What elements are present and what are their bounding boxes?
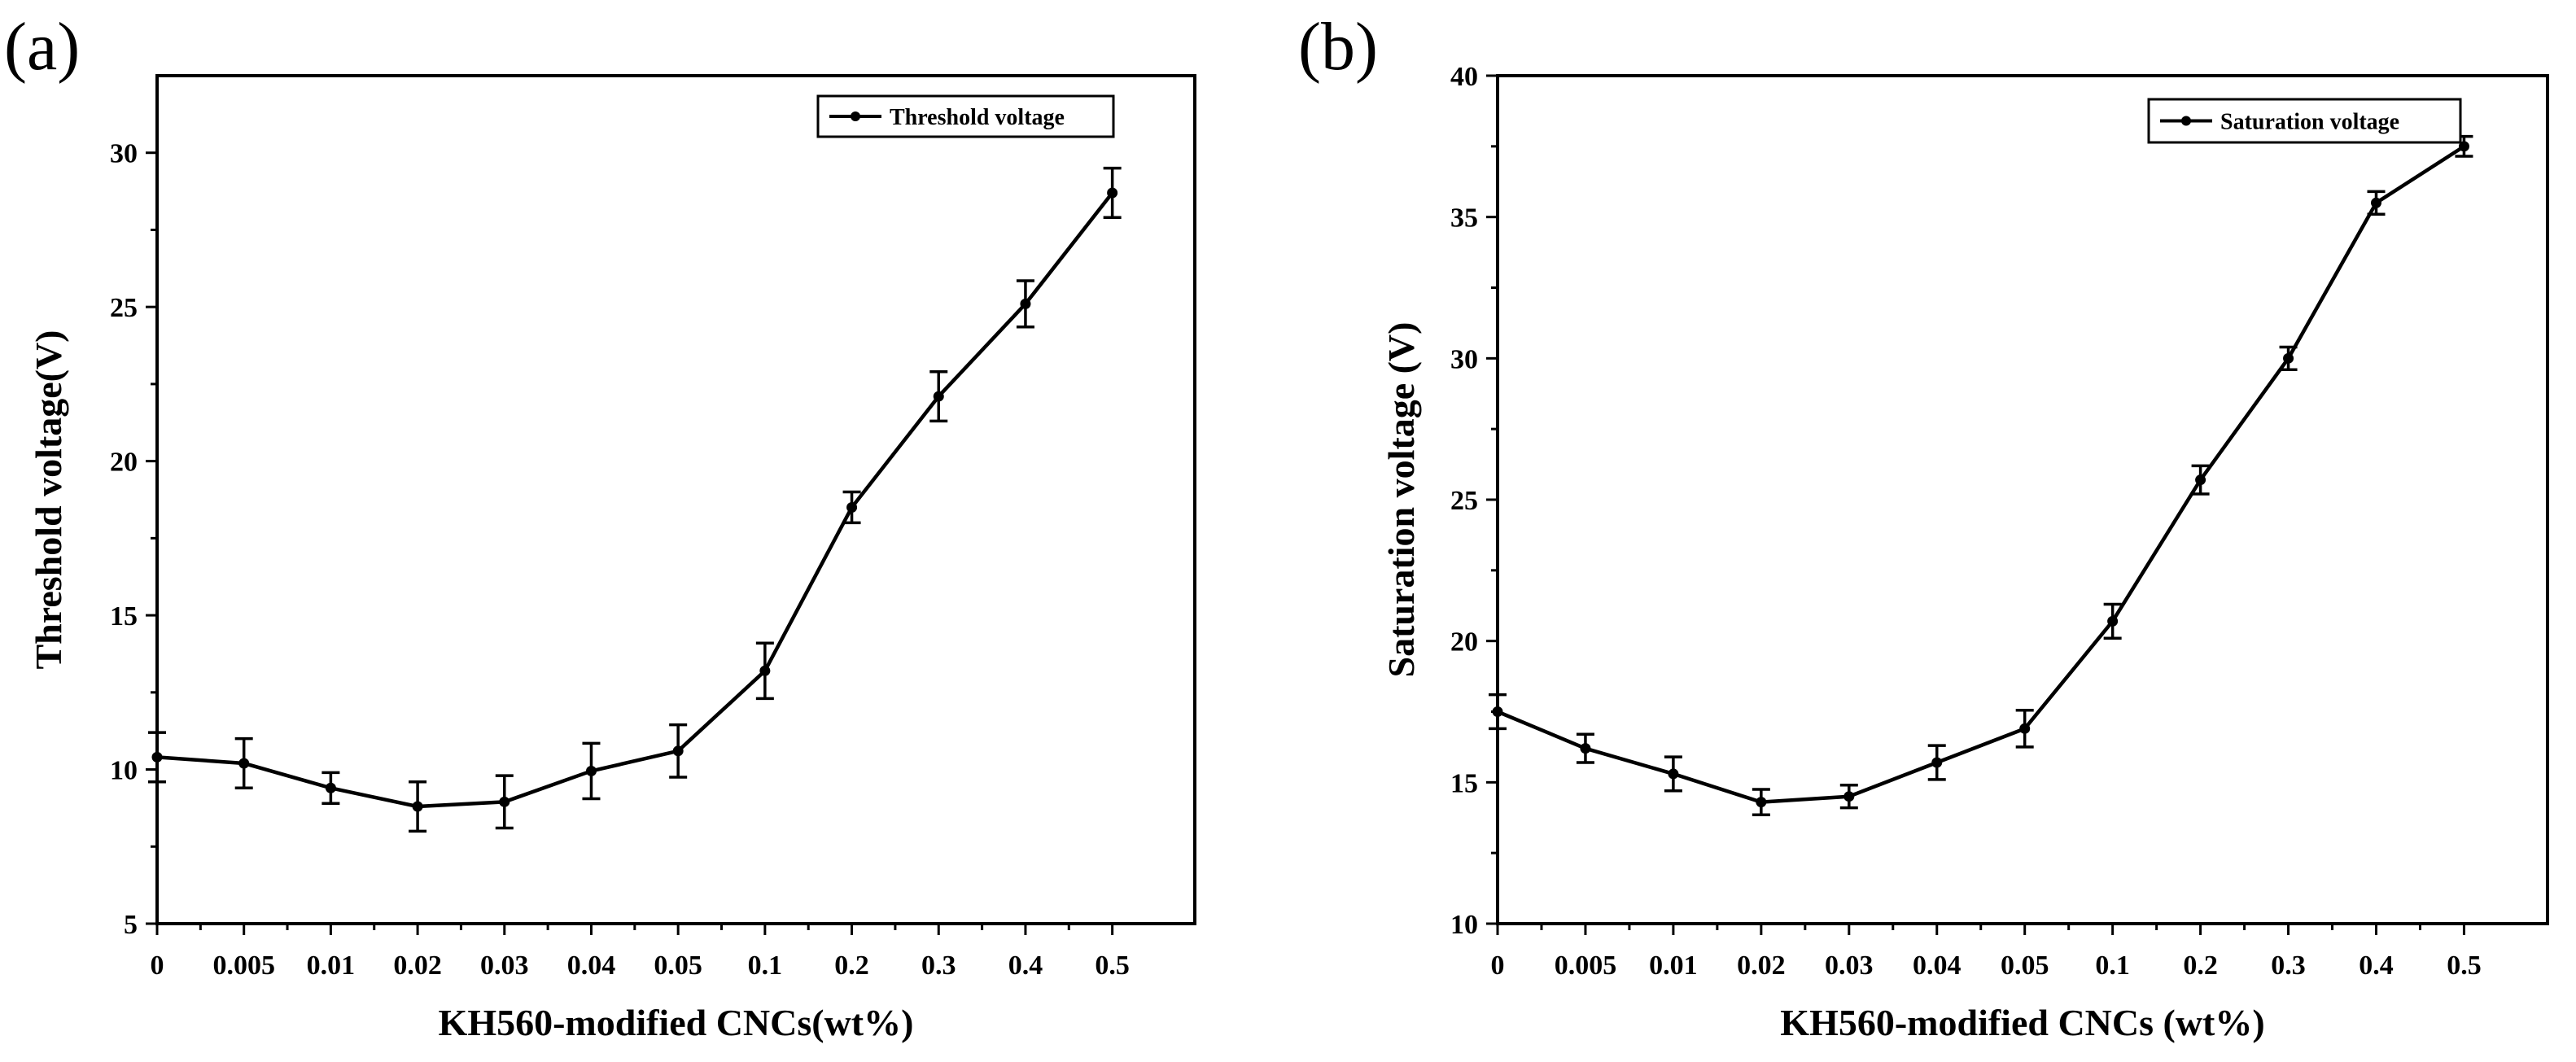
data-point [499,796,510,807]
x-tick-label: 0.3 [921,951,956,981]
legend-marker [2181,116,2191,126]
data-point [2107,615,2119,627]
y-tick-label: 20 [1450,627,1478,658]
x-tick-label: 0.5 [2447,951,2482,981]
y-axis-label: Saturation voltage (V) [1380,322,1422,678]
y-tick-label: 15 [110,601,138,632]
data-point [1580,743,1591,754]
x-tick-label: 0.01 [1649,951,1698,981]
y-tick-label: 10 [110,756,138,786]
x-tick-label: 0.03 [1825,951,1874,981]
data-point [2458,141,2469,152]
y-tick-label: 40 [1450,62,1478,92]
data-point [412,801,423,812]
series-line [1497,144,2465,804]
x-tick-label: 0.05 [654,951,702,981]
x-tick-label: 0.04 [1913,951,1962,981]
x-tick-label: 0.01 [307,951,356,981]
y-tick-label: 30 [1450,344,1478,374]
y-tick-label: 20 [110,448,138,478]
x-tick-label: 0.005 [212,951,275,981]
data-point [1492,706,1503,717]
data-point [1756,797,1767,808]
legend-label: Threshold voltage [890,105,1065,130]
y-tick-label: 35 [1450,203,1478,234]
x-tick-label: 0.03 [480,951,529,981]
series-line [156,191,1114,809]
x-tick-label: 0.5 [1095,951,1130,981]
data-point [2370,197,2381,208]
y-tick-label: 5 [124,910,138,940]
plot-frame [155,74,1196,925]
data-point [1843,791,1855,802]
x-axis-label: KH560-modified CNCs (wt%) [1780,1002,2264,1043]
x-tick-label: 0.005 [1555,951,1617,981]
y-tick-label: 10 [1450,910,1478,940]
panel-a: (a) 0 0.005 0.01 0.02 0.03 0.04 0.05 0.1 0.2 0.3 0.… [4,9,1196,1043]
x-axis-label: KH560-modified CNCs(wt%) [439,1002,914,1043]
data-point [2019,723,2031,734]
x-tick-label: 0.4 [2359,951,2394,981]
data-point [238,758,250,769]
y-tick-label: 15 [1450,768,1478,798]
data-point [1107,187,1118,199]
x-tick-label: 0.05 [2001,951,2049,981]
data-point [585,765,597,776]
x-tick-label: 0.04 [567,951,616,981]
y-tick-label: 25 [110,293,138,323]
data-point [933,391,944,402]
x-tick-label: 0 [1491,951,1505,981]
data-point [2195,474,2206,486]
x-tick-label: 0.4 [1008,951,1043,981]
legend-label: Saturation voltage [2220,110,2399,135]
data-point [1668,768,1679,780]
y-tick-label: 25 [1450,486,1478,516]
x-tick-label: 0.02 [1737,951,1786,981]
x-tick-label: 0.2 [834,951,869,981]
x-tick-label: 0.3 [2271,951,2306,981]
data-point [846,501,858,513]
data-point [1931,757,1943,768]
y-axis-label: Threshold voltage(V) [28,330,69,670]
x-tick-label: 0.1 [748,951,783,981]
x-tick-label: 0 [151,951,164,981]
data-point [672,745,684,757]
y-tick-label: 30 [110,139,138,169]
data-point [759,665,771,676]
x-tick-label: 0.1 [2095,951,2130,981]
data-point [325,782,336,793]
x-tick-label: 0.2 [2183,951,2218,981]
data-point [1020,298,1031,309]
panel-label: (a) [4,9,80,85]
data-point [151,751,163,763]
x-tick-label: 0.02 [393,951,442,981]
panel-b: (b) 0 0.005 0.01 0.02 0.03 0.04 0.05 0.1 0.2 0.3 0.… [1298,9,2549,1043]
legend-marker [851,111,860,121]
data-point [2283,352,2294,364]
panel-label: (b) [1298,9,1378,85]
